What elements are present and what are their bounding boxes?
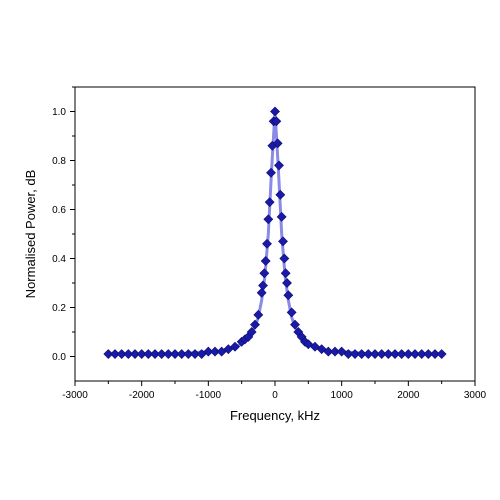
data-point <box>271 116 282 127</box>
data-point <box>103 349 114 359</box>
data-point <box>264 197 275 208</box>
data-point <box>136 349 147 359</box>
data-point <box>276 211 287 222</box>
data-point <box>356 349 367 359</box>
x-axis-title: Frequency, kHz <box>230 408 320 423</box>
data-point <box>336 346 347 357</box>
y-axis: 0.0 0.2 0.4 0.6 0.8 1.0 <box>52 86 75 363</box>
x-tick-label: -1000 <box>196 390 222 401</box>
data-point <box>170 349 180 359</box>
data-point <box>272 138 283 149</box>
data-point <box>376 349 387 359</box>
data-point <box>282 278 292 288</box>
data-point <box>390 349 400 359</box>
data-point <box>116 349 127 359</box>
data-point <box>383 349 394 359</box>
data-point <box>270 106 280 117</box>
x-tick-label: 0 <box>272 390 278 401</box>
data-point <box>260 256 271 266</box>
data-point <box>203 346 214 357</box>
y-tick-label: 0.2 <box>52 303 66 314</box>
data-point <box>286 307 297 318</box>
y-axis-title: Normalised Power, dB <box>23 170 38 299</box>
x-axis: -3000 -2000 -1000 0 1000 2000 3000 <box>62 381 487 401</box>
data-point <box>258 280 268 291</box>
data-point <box>316 344 327 355</box>
data-point <box>150 349 160 359</box>
data-point <box>259 268 270 279</box>
data-point <box>416 349 427 359</box>
data-point <box>253 309 264 320</box>
data-point <box>410 349 420 359</box>
data-point <box>343 349 354 359</box>
data-point <box>279 253 290 264</box>
data-point <box>262 238 272 249</box>
data-point <box>263 214 274 225</box>
data-point <box>403 349 414 359</box>
y-tick-label: 0.8 <box>52 156 66 167</box>
data-point <box>110 349 120 359</box>
y-tick-label: 1.0 <box>52 107 66 118</box>
data-point <box>256 287 267 298</box>
data-point <box>246 327 257 337</box>
plot-area <box>103 106 447 359</box>
data-point <box>396 349 407 359</box>
data-point <box>183 349 194 359</box>
data-point <box>363 349 374 359</box>
data-point <box>143 349 154 359</box>
x-tick-label: 3000 <box>464 390 487 401</box>
data-point <box>436 349 447 359</box>
data-point <box>275 189 286 200</box>
data-point <box>190 349 200 359</box>
data-point <box>423 349 434 359</box>
data-point <box>130 349 140 359</box>
y-tick-label: 0.4 <box>52 254 66 265</box>
x-tick-label: 2000 <box>397 390 420 401</box>
y-tick-label: 0.6 <box>52 205 66 216</box>
data-point <box>278 236 288 247</box>
data-point <box>323 346 334 357</box>
data-point <box>123 349 134 359</box>
data-point <box>250 319 260 330</box>
data-point <box>274 160 284 171</box>
y-tick-label: 0.0 <box>52 352 66 363</box>
data-point <box>210 346 220 357</box>
data-point <box>156 349 167 359</box>
data-point <box>280 268 291 279</box>
data-point <box>176 349 187 359</box>
x-tick-label: 1000 <box>331 390 354 401</box>
x-tick-label: -3000 <box>62 390 88 401</box>
data-point <box>330 346 340 357</box>
data-point <box>230 341 240 352</box>
data-point <box>283 290 294 301</box>
data-point <box>266 167 276 178</box>
data-point <box>350 349 360 359</box>
data-point <box>430 349 440 359</box>
x-tick-label: -2000 <box>129 390 155 401</box>
data-point <box>290 319 300 330</box>
data-point <box>370 349 380 359</box>
data-point <box>163 349 174 359</box>
